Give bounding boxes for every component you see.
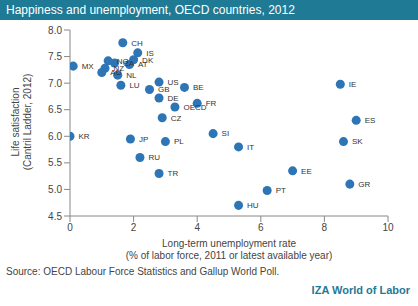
svg-text:PT: PT [276, 186, 286, 195]
svg-text:BE: BE [193, 83, 204, 92]
html-text:Happiness and unemployment, OE: Happiness and unemployment, OECD countri… [6, 3, 295, 17]
svg-text:OECD: OECD [183, 103, 206, 112]
svg-text:8: 8 [322, 222, 328, 233]
svg-text:CH: CH [131, 39, 143, 48]
svg-text:7.5: 7.5 [48, 51, 62, 62]
svg-text:EE: EE [301, 167, 312, 176]
svg-text:5.5: 5.5 [48, 157, 62, 168]
svg-text:CZ: CZ [171, 114, 182, 123]
svg-text:SI: SI [222, 129, 230, 138]
svg-text:6.0: 6.0 [48, 131, 62, 142]
html-text:Life satisfaction: Life satisfaction [10, 87, 21, 157]
svg-text:7.0: 7.0 [48, 78, 62, 89]
html-text:IZA World of Labor: IZA World of Labor [311, 284, 410, 296]
svg-text:HU: HU [247, 201, 259, 210]
svg-text:4.5: 4.5 [48, 211, 62, 222]
svg-text:SK: SK [352, 137, 363, 146]
svg-text:6: 6 [258, 222, 264, 233]
svg-text:CA: CA [123, 59, 135, 68]
svg-text:KR: KR [79, 132, 90, 141]
svg-text:2: 2 [131, 222, 137, 233]
svg-text:NL: NL [126, 71, 137, 80]
svg-text:8.0: 8.0 [48, 25, 62, 36]
svg-text:RU: RU [148, 153, 160, 162]
svg-text:DE: DE [168, 94, 179, 103]
svg-text:IS: IS [146, 48, 154, 58]
html-text:(% of labor force, 2011 or lat: (% of labor force, 2011 or latest availa… [125, 250, 333, 261]
svg-text:MX: MX [82, 62, 95, 71]
svg-text:IE: IE [349, 80, 357, 89]
svg-text:US: US [167, 77, 179, 87]
svg-text:ES: ES [365, 116, 376, 125]
svg-text:AT: AT [138, 60, 148, 69]
svg-text:5.0: 5.0 [48, 184, 62, 195]
svg-text:PL: PL [174, 137, 184, 146]
svg-text:0: 0 [67, 222, 73, 233]
svg-text:GR: GR [358, 180, 370, 189]
svg-text:GB: GB [158, 85, 170, 95]
svg-text:DK: DK [142, 55, 154, 65]
svg-text:TR: TR [168, 169, 179, 178]
svg-text:LU: LU [129, 81, 139, 90]
html-text:(Cantril Ladder, 2012): (Cantril Ladder, 2012) [22, 73, 33, 171]
html-text:Long-term unemployment rate: Long-term unemployment rate [162, 238, 296, 249]
svg-text:AU: AU [110, 68, 121, 77]
svg-text:IT: IT [247, 143, 254, 152]
svg-text:4: 4 [194, 222, 200, 233]
svg-text:10: 10 [382, 222, 394, 233]
svg-text:6.5: 6.5 [48, 104, 62, 115]
html-text:Source: OECD Labour Force Stat: Source: OECD Labour Force Statistics and… [6, 266, 280, 277]
svg-text:JP: JP [139, 135, 148, 144]
svg-text:FR: FR [206, 99, 217, 108]
